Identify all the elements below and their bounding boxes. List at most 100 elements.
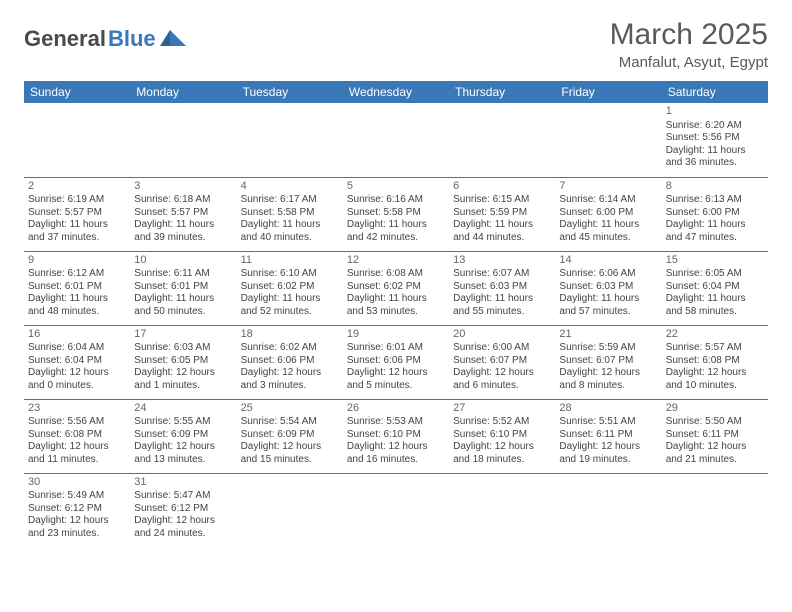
sunrise-text: Sunrise: 5:54 AM	[241, 416, 339, 429]
day-number: 29	[666, 402, 764, 416]
day-number: 4	[241, 180, 339, 194]
calendar-week-row: 30Sunrise: 5:49 AMSunset: 6:12 PMDayligh…	[24, 473, 768, 547]
day-number: 8	[666, 180, 764, 194]
sunrise-text: Sunrise: 6:01 AM	[347, 342, 445, 355]
calendar-day-cell: 20Sunrise: 6:00 AMSunset: 6:07 PMDayligh…	[449, 325, 555, 399]
daylight-text: Daylight: 11 hours and 58 minutes.	[666, 293, 764, 318]
day-number: 11	[241, 254, 339, 268]
daylight-text: Daylight: 11 hours and 48 minutes.	[28, 293, 126, 318]
daylight-text: Daylight: 12 hours and 5 minutes.	[347, 367, 445, 392]
calendar-body: 1Sunrise: 6:20 AMSunset: 5:56 PMDaylight…	[24, 103, 768, 547]
day-number: 22	[666, 328, 764, 342]
sunrise-text: Sunrise: 6:04 AM	[28, 342, 126, 355]
sunrise-text: Sunrise: 5:52 AM	[453, 416, 551, 429]
calendar-day-cell: 22Sunrise: 5:57 AMSunset: 6:08 PMDayligh…	[662, 325, 768, 399]
calendar-day-cell: 3Sunrise: 6:18 AMSunset: 5:57 PMDaylight…	[130, 177, 236, 251]
daylight-text: Daylight: 11 hours and 40 minutes.	[241, 219, 339, 244]
daylight-text: Daylight: 12 hours and 11 minutes.	[28, 441, 126, 466]
daylight-text: Daylight: 11 hours and 50 minutes.	[134, 293, 232, 318]
daylight-text: Daylight: 12 hours and 15 minutes.	[241, 441, 339, 466]
calendar-day-cell: 17Sunrise: 6:03 AMSunset: 6:05 PMDayligh…	[130, 325, 236, 399]
sunrise-text: Sunrise: 6:12 AM	[28, 268, 126, 281]
calendar-empty-cell	[237, 473, 343, 547]
sunrise-text: Sunrise: 5:57 AM	[666, 342, 764, 355]
sunrise-text: Sunrise: 5:47 AM	[134, 490, 232, 503]
sunrise-text: Sunrise: 6:10 AM	[241, 268, 339, 281]
daylight-text: Daylight: 11 hours and 42 minutes.	[347, 219, 445, 244]
brand-part1: General	[24, 26, 106, 52]
sunset-text: Sunset: 5:58 PM	[347, 207, 445, 220]
sunset-text: Sunset: 6:09 PM	[241, 429, 339, 442]
day-number: 3	[134, 180, 232, 194]
sunrise-text: Sunrise: 6:06 AM	[559, 268, 657, 281]
sunrise-text: Sunrise: 5:51 AM	[559, 416, 657, 429]
calendar-day-cell: 9Sunrise: 6:12 AMSunset: 6:01 PMDaylight…	[24, 251, 130, 325]
day-number: 20	[453, 328, 551, 342]
calendar-day-cell: 24Sunrise: 5:55 AMSunset: 6:09 PMDayligh…	[130, 399, 236, 473]
sunrise-text: Sunrise: 6:08 AM	[347, 268, 445, 281]
calendar-day-cell: 18Sunrise: 6:02 AMSunset: 6:06 PMDayligh…	[237, 325, 343, 399]
daylight-text: Daylight: 11 hours and 55 minutes.	[453, 293, 551, 318]
day-number: 21	[559, 328, 657, 342]
sunset-text: Sunset: 6:12 PM	[134, 503, 232, 516]
sunset-text: Sunset: 6:10 PM	[347, 429, 445, 442]
sunset-text: Sunset: 5:57 PM	[28, 207, 126, 220]
calendar-day-cell: 11Sunrise: 6:10 AMSunset: 6:02 PMDayligh…	[237, 251, 343, 325]
weekday-header: Sunday	[24, 81, 130, 103]
sunset-text: Sunset: 6:07 PM	[559, 355, 657, 368]
calendar-empty-cell	[555, 103, 661, 177]
calendar-header: SundayMondayTuesdayWednesdayThursdayFrid…	[24, 81, 768, 103]
daylight-text: Daylight: 11 hours and 36 minutes.	[666, 145, 764, 170]
calendar-day-cell: 5Sunrise: 6:16 AMSunset: 5:58 PMDaylight…	[343, 177, 449, 251]
day-number: 16	[28, 328, 126, 342]
calendar-empty-cell	[130, 103, 236, 177]
sunrise-text: Sunrise: 6:16 AM	[347, 194, 445, 207]
calendar-day-cell: 25Sunrise: 5:54 AMSunset: 6:09 PMDayligh…	[237, 399, 343, 473]
day-number: 13	[453, 254, 551, 268]
day-number: 15	[666, 254, 764, 268]
sunset-text: Sunset: 6:08 PM	[28, 429, 126, 442]
day-number: 12	[347, 254, 445, 268]
calendar-day-cell: 16Sunrise: 6:04 AMSunset: 6:04 PMDayligh…	[24, 325, 130, 399]
daylight-text: Daylight: 12 hours and 10 minutes.	[666, 367, 764, 392]
sunset-text: Sunset: 6:04 PM	[28, 355, 126, 368]
sunrise-text: Sunrise: 6:15 AM	[453, 194, 551, 207]
weekday-header: Saturday	[662, 81, 768, 103]
calendar-day-cell: 23Sunrise: 5:56 AMSunset: 6:08 PMDayligh…	[24, 399, 130, 473]
day-number: 2	[28, 180, 126, 194]
sunset-text: Sunset: 6:10 PM	[453, 429, 551, 442]
calendar-week-row: 1Sunrise: 6:20 AMSunset: 5:56 PMDaylight…	[24, 103, 768, 177]
calendar-day-cell: 7Sunrise: 6:14 AMSunset: 6:00 PMDaylight…	[555, 177, 661, 251]
calendar-empty-cell	[237, 103, 343, 177]
daylight-text: Daylight: 12 hours and 3 minutes.	[241, 367, 339, 392]
calendar-day-cell: 12Sunrise: 6:08 AMSunset: 6:02 PMDayligh…	[343, 251, 449, 325]
sunset-text: Sunset: 6:01 PM	[134, 281, 232, 294]
daylight-text: Daylight: 11 hours and 53 minutes.	[347, 293, 445, 318]
daylight-text: Daylight: 11 hours and 39 minutes.	[134, 219, 232, 244]
sunrise-text: Sunrise: 5:53 AM	[347, 416, 445, 429]
daylight-text: Daylight: 12 hours and 8 minutes.	[559, 367, 657, 392]
calendar-day-cell: 21Sunrise: 5:59 AMSunset: 6:07 PMDayligh…	[555, 325, 661, 399]
sunset-text: Sunset: 6:02 PM	[241, 281, 339, 294]
day-number: 14	[559, 254, 657, 268]
sunrise-text: Sunrise: 6:03 AM	[134, 342, 232, 355]
weekday-header: Tuesday	[237, 81, 343, 103]
sunset-text: Sunset: 6:09 PM	[134, 429, 232, 442]
weekday-header: Wednesday	[343, 81, 449, 103]
daylight-text: Daylight: 11 hours and 37 minutes.	[28, 219, 126, 244]
sunset-text: Sunset: 6:07 PM	[453, 355, 551, 368]
sunset-text: Sunset: 6:00 PM	[666, 207, 764, 220]
daylight-text: Daylight: 11 hours and 44 minutes.	[453, 219, 551, 244]
calendar-day-cell: 1Sunrise: 6:20 AMSunset: 5:56 PMDaylight…	[662, 103, 768, 177]
calendar-empty-cell	[24, 103, 130, 177]
daylight-text: Daylight: 12 hours and 1 minutes.	[134, 367, 232, 392]
calendar-day-cell: 28Sunrise: 5:51 AMSunset: 6:11 PMDayligh…	[555, 399, 661, 473]
calendar-day-cell: 4Sunrise: 6:17 AMSunset: 5:58 PMDaylight…	[237, 177, 343, 251]
calendar-day-cell: 15Sunrise: 6:05 AMSunset: 6:04 PMDayligh…	[662, 251, 768, 325]
daylight-text: Daylight: 11 hours and 45 minutes.	[559, 219, 657, 244]
sunrise-text: Sunrise: 5:55 AM	[134, 416, 232, 429]
brand-part2: Blue	[108, 26, 156, 52]
sunset-text: Sunset: 6:04 PM	[666, 281, 764, 294]
daylight-text: Daylight: 12 hours and 23 minutes.	[28, 515, 126, 540]
weekday-header: Monday	[130, 81, 236, 103]
